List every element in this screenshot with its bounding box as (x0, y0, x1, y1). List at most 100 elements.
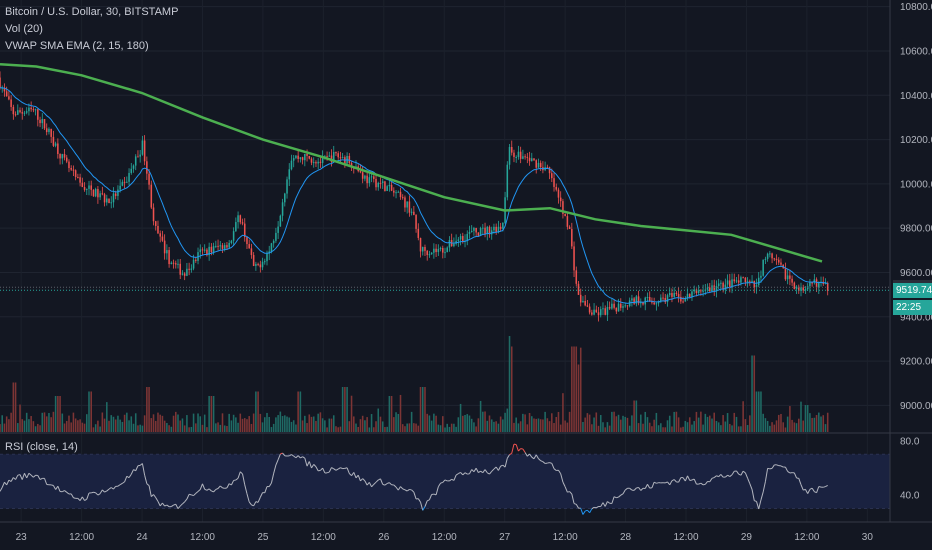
candle-body (664, 298, 667, 303)
rsi-indicator-label[interactable]: RSI (close, 14) (5, 441, 78, 453)
rsi-segment (495, 466, 499, 471)
candle-body (751, 280, 753, 283)
rsi-segment (311, 464, 315, 469)
volume-bar (724, 421, 727, 432)
candle-body (666, 295, 669, 303)
candle-body (123, 181, 126, 183)
candle-body (290, 160, 293, 170)
volume-bar (139, 424, 141, 432)
volume-bar (172, 415, 175, 432)
volume-bar (424, 387, 426, 432)
candle-body (695, 289, 698, 294)
candle-body (361, 172, 364, 179)
rsi-segment (248, 501, 252, 506)
volume-bar (517, 423, 520, 432)
ema-indicator-label[interactable]: VWAP SMA EMA (2, 15, 180) (5, 40, 149, 52)
candle-body (308, 155, 311, 159)
rsi-segment (716, 475, 719, 478)
candle-body (332, 152, 335, 163)
candle-body (724, 284, 727, 290)
candle-body (764, 258, 767, 260)
volume-bar (615, 416, 618, 432)
rsi-segment (328, 467, 332, 473)
candle-body (206, 249, 208, 256)
candle-body (473, 227, 475, 231)
candle-body (117, 189, 119, 196)
candle-body (228, 243, 230, 248)
rsi-segment (402, 488, 406, 491)
rsi-segment (569, 491, 573, 495)
rsi-segment (762, 481, 766, 493)
candle-body (539, 162, 542, 168)
rsi-segment (584, 509, 588, 512)
candle-body (379, 182, 382, 184)
candle-body (90, 185, 93, 190)
candle-body (419, 237, 422, 252)
candle-body (319, 161, 322, 163)
candle-body (157, 225, 159, 234)
candle-body (384, 181, 386, 192)
rsi-segment (567, 491, 570, 493)
candle-body (439, 248, 442, 250)
volume-bar (740, 426, 742, 432)
candle-body (368, 177, 371, 184)
volume-bar (421, 387, 424, 432)
rsi-segment (237, 471, 241, 479)
volume-bar (337, 427, 339, 432)
volume-bar (243, 418, 246, 432)
volume-bar (377, 408, 380, 432)
candle-body (506, 164, 509, 198)
rsi-segment (357, 474, 361, 482)
candle-body (235, 222, 237, 232)
volume-bar (782, 422, 784, 432)
candle-body (528, 157, 531, 162)
rsi-segment (771, 464, 775, 469)
candle-body (94, 188, 97, 197)
volume-bar (777, 414, 780, 432)
candle-body (582, 300, 584, 303)
rsi-segment (171, 504, 174, 507)
volume-bar (157, 412, 159, 432)
volume-bar (706, 416, 709, 432)
volume-bar (551, 413, 553, 432)
candle-body (615, 307, 618, 312)
candle-body (17, 110, 19, 115)
candle-body (48, 128, 50, 133)
volume-bar (188, 427, 190, 432)
volume-bar (239, 413, 242, 432)
candle-body (740, 277, 742, 283)
candle-body (192, 259, 195, 269)
candle-body (397, 191, 400, 193)
candle-body (257, 263, 259, 265)
volume-bar (470, 418, 473, 432)
symbol-title[interactable]: Bitcoin / U.S. Dollar, 30, BITSTAMP (5, 6, 179, 18)
candle-body (760, 275, 762, 278)
volume-indicator-label[interactable]: Vol (20) (5, 23, 43, 35)
volume-bar (571, 346, 573, 432)
rsi-segment (355, 474, 359, 479)
candle-body (61, 154, 64, 159)
rsi-segment (353, 472, 357, 479)
rsi-segment (442, 479, 446, 483)
volume-bar (428, 415, 431, 432)
rsi-segment (411, 489, 415, 493)
candle-body (477, 232, 480, 236)
candle-body (306, 153, 308, 156)
candle-body (826, 282, 829, 291)
rsi-segment (39, 477, 43, 480)
rsi-segment (413, 492, 417, 500)
candle-body (475, 227, 477, 233)
candle-body (404, 197, 406, 208)
candle-body (195, 259, 197, 261)
volume-bar (48, 413, 50, 432)
rsi-segment (257, 497, 261, 503)
candle-body (526, 156, 529, 158)
volume-bar (154, 420, 157, 432)
volume-bar (597, 425, 600, 432)
rsi-segment (607, 501, 610, 504)
rsi-segment (204, 488, 208, 491)
rsi-segment (193, 493, 197, 496)
volume-bar (544, 411, 546, 432)
candle-body (299, 157, 302, 159)
